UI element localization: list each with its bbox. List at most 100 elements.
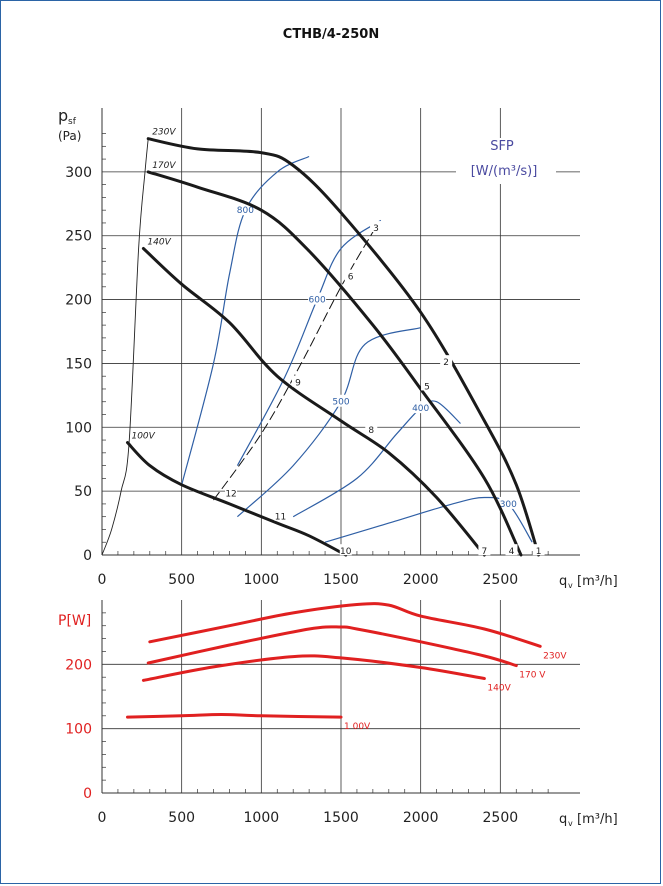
power-x-tick-label: 0 — [98, 810, 107, 826]
operating-point-label: 10 — [340, 547, 352, 557]
operating-point-label: 11 — [275, 513, 286, 523]
pressure-x-tick-label: 0 — [98, 572, 107, 588]
dashed-curve — [213, 229, 375, 501]
pressure-x-label-unit: [m³/h] — [577, 574, 618, 589]
power-x-tick-label: 500 — [168, 810, 195, 826]
point-label-bg — [440, 355, 453, 367]
power-chart-y-ticks: 0 100 200 — [65, 657, 92, 802]
pressure-x-label-main: q — [559, 574, 567, 589]
fan-curve-label: 170V — [152, 161, 176, 171]
power-x-tick-label: 1000 — [244, 810, 280, 826]
power-curve-140V — [141, 654, 486, 682]
chart-title: CTHB/4-250N — [283, 27, 379, 42]
pressure-y-tick-label: 50 — [74, 484, 92, 500]
fan-curve-100V — [126, 441, 348, 557]
operating-point-label: 3 — [373, 224, 379, 234]
sfp-curve-500 — [236, 327, 421, 518]
fan-curves: 230V 170V 140V 100V — [126, 128, 541, 557]
power-y-tick-label: 100 — [65, 722, 92, 738]
power-x-tick-label: 2000 — [403, 810, 439, 826]
sfp-label-bg — [411, 401, 430, 414]
power-chart-x-ticks: 0 500 1000 1500 2000 2500 — [98, 810, 519, 826]
system-curve-line — [101, 138, 149, 556]
power-chart-grid — [101, 600, 580, 794]
dashed-line — [213, 229, 375, 501]
point-label-bg — [370, 221, 383, 233]
pressure-y-tick-label: 300 — [65, 165, 92, 181]
fan-curve-label: 230V — [152, 128, 176, 138]
power-x-label-main: q — [559, 812, 567, 827]
point-label-bg — [365, 422, 378, 434]
sfp-label-bg — [308, 292, 327, 305]
point-label-bg — [339, 544, 352, 556]
sfp-curve-600 — [236, 219, 382, 466]
pressure-chart-y-ticks: 0 50 100 150 200 250 300 — [65, 165, 92, 564]
fan-curve-170V — [146, 170, 523, 557]
fan-curve-label: 100V — [131, 432, 155, 442]
pressure-x-label-sub: v — [568, 581, 573, 590]
pressure-chart-minor-ticks — [102, 133, 549, 555]
sfp-curves: 800 600 500 400 300 — [181, 155, 533, 543]
power-curve-label: 230V — [543, 651, 567, 661]
pressure-x-tick-label: 2000 — [403, 572, 439, 588]
power-x-tick-label: 2500 — [483, 810, 519, 826]
operating-point-label: 7 — [482, 547, 488, 557]
sfp-curve-label: 500 — [332, 398, 349, 408]
point-label-bg — [478, 544, 491, 556]
point-label-bg — [421, 379, 434, 391]
power-curve-label: 140V — [487, 683, 511, 693]
operating-point-label: 6 — [348, 273, 354, 283]
power-y-label: P[W] — [58, 613, 91, 629]
pressure-x-tick-label: 1500 — [323, 572, 359, 588]
power-x-label-unit: [m³/h] — [577, 812, 618, 827]
point-label-bg — [225, 486, 238, 498]
sfp-curve-label: 800 — [237, 206, 254, 216]
fan-curve-140V — [141, 247, 486, 557]
sfp-legend-unit: [W/(m³/s)] — [471, 164, 538, 179]
power-curve-100V — [126, 712, 343, 719]
pressure-y-tick-label: 150 — [65, 356, 92, 372]
pressure-x-tick-label: 2500 — [483, 572, 519, 588]
pressure-y-axis-label: p sf (Pa) — [58, 106, 81, 143]
power-chart-minor-ticks — [102, 612, 549, 793]
power-curves: 230V 170 V 140V 1 00V — [126, 602, 567, 732]
sfp-curve-800 — [181, 155, 310, 485]
point-label-bg — [505, 544, 518, 556]
pressure-y-tick-label: 0 — [83, 548, 92, 564]
pressure-y-tick-label: 200 — [65, 293, 92, 309]
pressure-x-axis-label: q v [m³/h] — [559, 574, 618, 590]
operating-point-label: 9 — [295, 379, 301, 389]
point-label-bg — [274, 509, 287, 521]
pressure-y-label-main: p — [58, 106, 68, 125]
pressure-y-tick-label: 250 — [65, 229, 92, 245]
operating-point-label: 2 — [443, 358, 449, 368]
sfp-legend-background — [456, 138, 556, 184]
pressure-chart-x-ticks: 0 500 1000 1500 2000 2500 — [98, 572, 519, 588]
point-label-bg — [344, 269, 357, 281]
power-curve-170V — [146, 625, 518, 668]
power-x-axis-label: q v [m³/h] — [559, 812, 618, 828]
pressure-x-tick-label: 500 — [168, 572, 195, 588]
sfp-label-bg — [332, 394, 350, 407]
operating-point-label: 1 — [536, 547, 542, 557]
power-x-tick-label: 1500 — [323, 810, 359, 826]
point-label-bg — [532, 544, 545, 556]
fan-curve-230V — [146, 137, 541, 557]
pressure-chart-grid — [101, 108, 580, 556]
sfp-legend: SFP [W/(m³/s)] — [456, 138, 556, 184]
sfp-curve-400 — [292, 400, 461, 518]
operating-point-label: 12 — [225, 490, 236, 500]
pressure-x-tick-label: 1000 — [244, 572, 280, 588]
point-label-bg — [291, 375, 304, 387]
sfp-legend-title: SFP — [490, 139, 514, 154]
operating-point-label: 4 — [509, 547, 515, 557]
power-curve-230V — [148, 602, 542, 648]
power-curve-label: 170 V — [519, 671, 546, 681]
pressure-y-tick-label: 100 — [65, 420, 92, 436]
sfp-curve-label: 400 — [412, 404, 429, 414]
pressure-y-label-sub: sf — [68, 117, 77, 127]
operating-point-label: 5 — [424, 382, 430, 392]
